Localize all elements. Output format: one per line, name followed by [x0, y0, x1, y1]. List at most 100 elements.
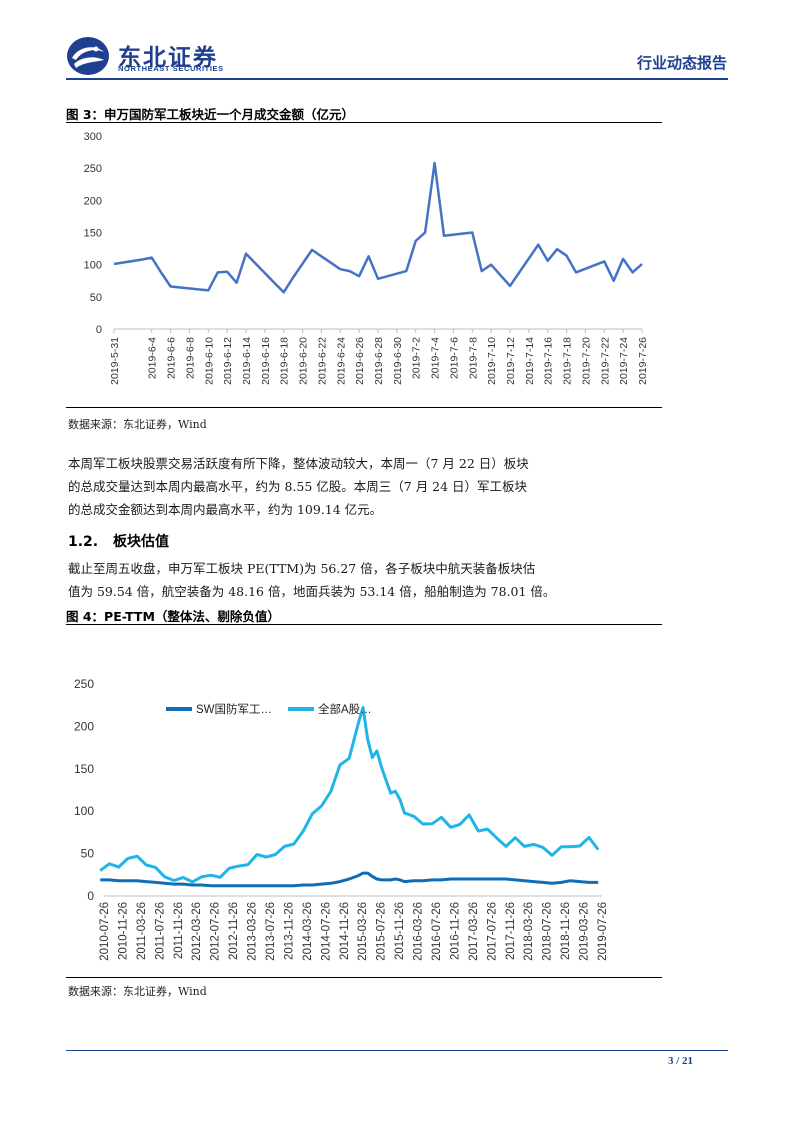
x-tick-label: 2018-07-26: [542, 902, 554, 961]
x-tick-label: 2019-7-22: [599, 337, 611, 385]
section-heading: 1.2. 板块估值: [68, 531, 169, 551]
figure3-top-rule: [66, 122, 662, 123]
x-tick-label: 2013-07-26: [265, 902, 277, 961]
x-tick-label: 2014-11-26: [339, 902, 351, 960]
weekly-activity-paragraph: 本周军工板块股票交易活跃度有所下降，整体波动较大，本周一（7 月 22 日）板块…: [68, 452, 668, 521]
y-tick-label: 0: [87, 889, 94, 903]
y-tick-label: 50: [81, 847, 95, 861]
x-tick-label: 2019-5-31: [109, 337, 121, 385]
x-tick-label: 2012-11-26: [228, 902, 240, 960]
all-a-share-series-line: [99, 706, 600, 884]
header-divider: [66, 78, 728, 80]
figure4-source: 数据来源：东北证券，Wind: [68, 985, 207, 998]
legend-label: SW国防军工…: [196, 702, 272, 716]
x-tick-label: 2019-7-26: [637, 337, 649, 385]
figure3-source: 数据来源：东北证券，Wind: [68, 418, 207, 431]
report-type-label: 行业动态报告: [636, 54, 727, 72]
y-tick-label: 100: [84, 260, 102, 272]
figure4-top-rule: [66, 624, 662, 625]
x-tick-label: 2019-7-24: [618, 337, 630, 385]
figure3-title: 图 3：申万国防军工板块近一个月成交金额（亿元）: [66, 107, 355, 122]
y-tick-label: 250: [84, 163, 102, 175]
y-tick-label: 250: [74, 677, 94, 691]
x-tick-label: 2019-7-16: [543, 337, 555, 385]
x-tick-label: 2019-6-20: [298, 337, 310, 385]
y-tick-label: 300: [84, 131, 102, 143]
x-tick-label: 2019-6-12: [222, 337, 234, 385]
figure4-title: 图 4：PE-TTM（整体法、剔除负值）: [66, 609, 280, 624]
x-tick-label: 2015-07-26: [376, 902, 388, 961]
x-tick-label: 2019-6-26: [354, 337, 366, 385]
x-tick-label: 2019-6-4: [147, 337, 159, 379]
x-tick-label: 2018-03-26: [523, 902, 535, 961]
x-tick-label: 2019-6-8: [184, 337, 196, 379]
x-tick-label: 2019-6-30: [392, 337, 404, 385]
sw-defense-series-line: [100, 871, 599, 888]
x-tick-label: 2019-07-26: [597, 902, 609, 961]
x-tick-label: 2016-11-26: [449, 902, 461, 960]
x-tick-label: 2011-07-26: [154, 902, 166, 960]
y-tick-label: 200: [74, 719, 94, 733]
turnover-line-chart: 0 50 100 150 200 250 300 2019-5-31 2019-6-4 2019-…: [84, 131, 649, 385]
x-tick-label: 2014-03-26: [302, 902, 314, 961]
x-tick-label: 2019-7-6: [448, 337, 460, 379]
x-tick-label: 2016-07-26: [431, 902, 443, 961]
company-logo: [66, 36, 236, 76]
paragraph-line: 截止至周五收盘，申万军工板块 PE(TTM)为 56.27 倍，各子板块中航天装…: [68, 561, 536, 576]
paragraph-line: 值为 59.54 倍，航空装备为 48.16 倍，地面兵装为 53.14 倍，船…: [68, 584, 556, 599]
logo-name-en: NORTHEAST SECURITIES: [118, 64, 224, 73]
y-tick-label: 200: [84, 195, 102, 207]
x-tick-label: 2019-7-2: [411, 337, 423, 379]
turnover-series-line: [113, 161, 643, 294]
x-tick-label: 2019-6-18: [279, 337, 291, 385]
x-tick-label: 2019-6-28: [373, 337, 385, 385]
x-tick-label: 2019-6-22: [316, 337, 328, 385]
x-tick-label: 2013-03-26: [247, 902, 259, 961]
x-tick-label: 2010-11-26: [117, 902, 129, 960]
x-tick-label: 2019-7-12: [505, 337, 517, 385]
x-tick-label: 2015-11-26: [394, 902, 406, 960]
y-tick-label: 100: [74, 804, 94, 818]
y-tick-label: 50: [90, 292, 102, 304]
legend-label: 全部A股…: [318, 702, 372, 716]
x-tick-label: 2019-7-14: [524, 337, 536, 385]
x-tick-label: 2017-11-26: [505, 902, 517, 960]
footer-divider: [66, 1050, 728, 1051]
x-tick-label: 2013-11-26: [283, 902, 295, 960]
x-tick-label: 2014-07-26: [320, 902, 332, 961]
x-tick-label: 2019-7-4: [430, 337, 442, 379]
x-tick-label: 2019-6-6: [166, 337, 178, 379]
y-tick-label: 0: [96, 324, 102, 336]
x-tick-label: 2019-6-10: [203, 337, 215, 385]
x-tick-label: 2011-11-26: [173, 902, 185, 959]
x-tick-label: 2019-03-26: [579, 902, 591, 961]
x-tick-label: 2019-7-10: [486, 337, 498, 385]
section-title: 板块估值: [113, 534, 169, 550]
x-tick-label: 2019-7-18: [562, 337, 574, 385]
valuation-paragraph: 截止至周五收盘，申万军工板块 PE(TTM)为 56.27 倍，各子板块中航天装…: [68, 557, 668, 603]
x-tick-label: 2019-6-16: [260, 337, 272, 385]
x-tick-label: 2010-07-26: [99, 902, 111, 961]
x-tick-label: 2019-6-14: [241, 337, 253, 385]
y-tick-label: 150: [84, 228, 102, 240]
logo-emblem-icon: [67, 37, 109, 75]
figure4-bottom-rule: [66, 977, 662, 978]
paragraph-line: 的总成交金额达到本周内最高水平，约为 109.14 亿元。: [68, 502, 383, 517]
logo-name-cn: 东北证券: [118, 45, 218, 71]
x-tick-label: 2015-03-26: [357, 902, 369, 961]
y-tick-label: 150: [74, 762, 94, 776]
x-tick-label: 2016-03-26: [413, 902, 425, 961]
x-tick-label: 2017-07-26: [486, 902, 498, 961]
x-tick-label: 2018-11-26: [560, 902, 572, 960]
x-tick-label: 2017-03-26: [468, 902, 480, 961]
x-tick-label: 2012-07-26: [210, 902, 222, 961]
section-number: 1.2.: [68, 534, 99, 550]
x-tick-label: 2012-03-26: [191, 902, 203, 961]
paragraph-line: 本周军工板块股票交易活跃度有所下降，整体波动较大，本周一（7 月 22 日）板块: [68, 456, 529, 471]
figure3-bottom-rule: [66, 407, 662, 408]
x-tick-label: 2011-03-26: [136, 902, 148, 960]
pe-ttm-line-chart: 0 50 100 150 200 250 2010-07-26 2010-11-26 2011-…: [74, 677, 609, 961]
x-tick-label: 2019-7-8: [467, 337, 479, 379]
x-tick-label: 2019-7-20: [580, 337, 592, 385]
paragraph-line: 的总成交量达到本周内最高水平，约为 8.55 亿股。本周三（7 月 24 日）军…: [68, 479, 528, 494]
